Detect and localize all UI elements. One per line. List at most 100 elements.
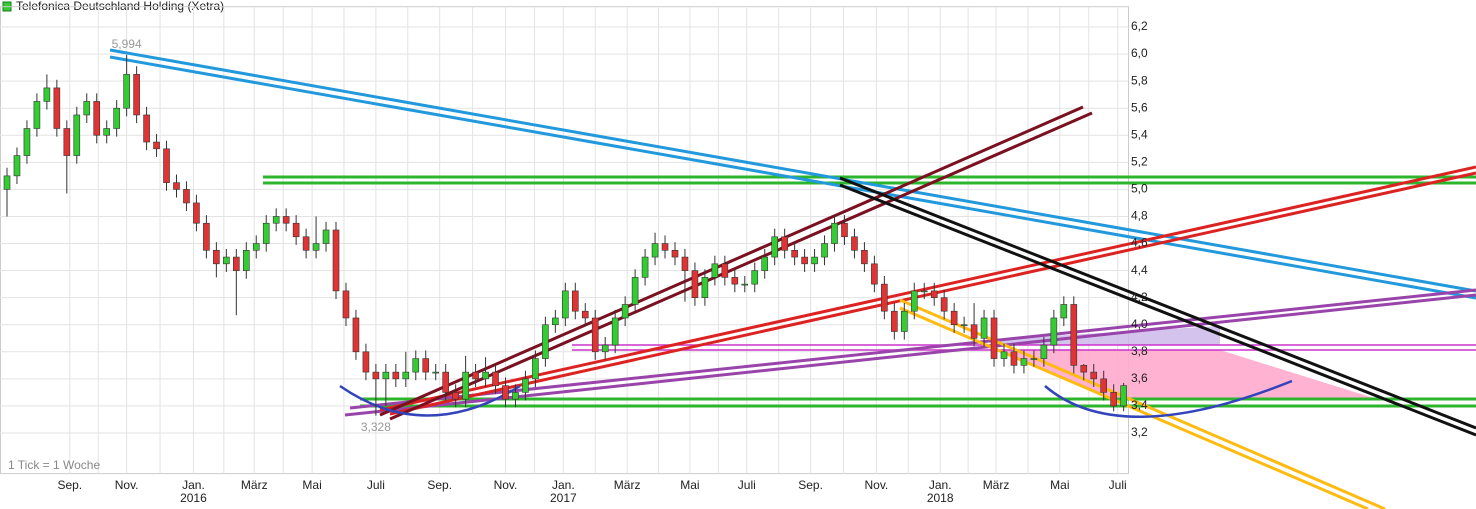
candle-body: [73, 114, 81, 156]
year-label: 2017: [550, 491, 577, 505]
candle-body: [881, 283, 888, 312]
year-label: 2016: [180, 491, 207, 505]
candle-body: [940, 297, 948, 312]
x-tick-label: Mai: [1050, 478, 1069, 492]
candle-body: [681, 256, 689, 271]
candle-body: [701, 277, 709, 298]
x-tick-label: März: [983, 478, 1010, 492]
x-tick-label: Nov.: [864, 478, 888, 492]
candle-body: [910, 290, 918, 312]
candle-body: [781, 236, 788, 251]
candle-body: [342, 290, 350, 319]
candle-body: [163, 148, 170, 183]
candle-body: [472, 371, 479, 380]
candle-body: [771, 236, 778, 258]
candle-body: [751, 270, 759, 285]
trend-line: [389, 111, 1093, 421]
candle-body: [502, 385, 509, 400]
y-tick-label: 5,2: [1131, 155, 1148, 169]
x-tick-label: Jan.: [929, 478, 952, 492]
candle-body: [412, 358, 420, 373]
candle-body: [801, 256, 808, 265]
x-tick-label: März: [614, 478, 641, 492]
candle-body: [1030, 358, 1038, 360]
candle-body: [322, 229, 330, 244]
candle-body: [1120, 385, 1127, 407]
candle-body: [242, 250, 250, 271]
candle-body: [532, 358, 539, 380]
candle-body: [641, 256, 649, 278]
x-tick-label: Jan.: [552, 478, 575, 492]
x-tick-label: Sep.: [57, 478, 82, 492]
candle-body: [203, 222, 210, 251]
candle-body: [970, 324, 978, 339]
x-tick-label: März: [241, 478, 268, 492]
y-tick-label: 5,4: [1131, 127, 1148, 141]
x-tick-label: Nov.: [494, 478, 518, 492]
candle-body: [13, 155, 21, 177]
candle-body: [1020, 358, 1028, 366]
candle-body: [23, 128, 31, 156]
candle-body: [173, 182, 180, 190]
candle-body: [861, 250, 868, 265]
candle-body: [302, 236, 310, 251]
y-tick-label: 4,6: [1131, 236, 1148, 250]
candle-body: [721, 263, 729, 278]
extreme-label: 5,994: [112, 37, 142, 51]
candle-body: [53, 87, 61, 129]
candle-body: [83, 101, 91, 116]
x-tick-label: Juli: [367, 478, 385, 492]
candle-body: [462, 371, 469, 400]
trend-line: [109, 48, 1476, 293]
candle-body: [252, 243, 260, 251]
candle-body: [402, 371, 410, 380]
candle-body: [482, 371, 489, 380]
y-tick-label: 4,2: [1131, 290, 1148, 304]
candle-body: [980, 317, 988, 339]
trend-line: [109, 55, 1476, 300]
trend-line: [349, 288, 1476, 410]
candle-body: [1000, 351, 1008, 359]
candle-body: [920, 290, 928, 293]
candle-body: [382, 371, 390, 380]
candle-body: [831, 222, 838, 244]
candle-body: [432, 371, 440, 374]
year-label: 2018: [927, 491, 954, 505]
y-tick-label: 5,8: [1131, 73, 1148, 87]
x-tick-label: Jan.: [182, 478, 205, 492]
candle-body: [621, 304, 629, 319]
candle-body: [651, 243, 659, 258]
x-tick-label: Juli: [738, 478, 756, 492]
candle-body: [352, 317, 360, 353]
y-tick-label: 6,0: [1131, 46, 1148, 60]
curve: [339, 384, 521, 417]
candle-body: [522, 378, 529, 393]
candle-body: [841, 222, 848, 238]
candle-body: [581, 310, 589, 319]
candle-body: [103, 128, 110, 136]
y-tick-label: 6,2: [1131, 19, 1148, 33]
candle-body: [452, 392, 459, 400]
candle-body: [661, 243, 669, 251]
candle-body: [233, 256, 240, 271]
trend-line: [839, 183, 1476, 437]
candle-body: [1100, 378, 1107, 393]
candle-body: [213, 250, 220, 265]
candle-body: [1050, 317, 1058, 346]
footnote: 1 Tick = 1 Woche: [8, 458, 100, 472]
candle-body: [123, 74, 130, 109]
grid: [0, 6, 1129, 475]
candle-body: [282, 216, 290, 224]
candle-body: [262, 222, 270, 244]
candle-body: [791, 250, 798, 258]
y-tick-label: 4,0: [1131, 317, 1148, 331]
candle-body: [183, 189, 190, 204]
candle-body: [691, 270, 699, 298]
candle-body: [611, 317, 619, 346]
y-tick-label: 3,8: [1131, 344, 1148, 358]
extreme-label: 3,328: [361, 420, 391, 434]
x-tick-label: Sep.: [798, 478, 823, 492]
x-tick-label: Nov.: [115, 478, 139, 492]
candle-body: [193, 202, 200, 224]
